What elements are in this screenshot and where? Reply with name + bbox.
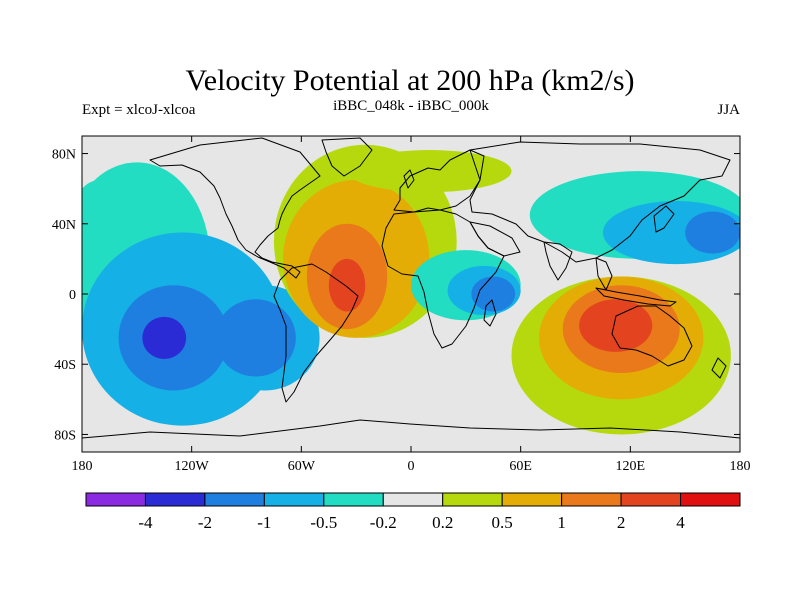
colorbar-label: 0.5 xyxy=(492,513,513,532)
colorbar-label: -0.5 xyxy=(310,513,337,532)
new-zealand-coastline xyxy=(711,357,727,379)
contour-region xyxy=(82,179,128,251)
colorbar-label: 2 xyxy=(617,513,626,532)
right-subtitle: JJA xyxy=(717,102,740,118)
colorbar-label: -0.2 xyxy=(370,513,397,532)
europe-coastline xyxy=(393,149,485,213)
south-america-coastline xyxy=(273,263,359,403)
colorbar-swatch xyxy=(561,492,622,507)
lon-tick-label: 180 xyxy=(730,459,751,474)
colorbar-swatch xyxy=(85,492,146,507)
lon-tick-label: 60W xyxy=(288,459,316,474)
arabia-coastline xyxy=(469,221,521,257)
lon-tick-label: 120W xyxy=(175,459,210,474)
lon-tick-label: 60E xyxy=(509,459,532,474)
antarctica-coastline xyxy=(82,419,740,439)
lat-tick-label: 80S xyxy=(54,428,76,443)
contour-region xyxy=(215,299,296,377)
india-coastline xyxy=(543,241,573,281)
lon-tick-label: 180 xyxy=(72,459,93,474)
colorbar-swatch xyxy=(323,492,384,507)
contour-region xyxy=(471,276,516,312)
asia-coastline xyxy=(469,141,731,263)
coastlines xyxy=(82,137,740,439)
lat-tick-label: 0 xyxy=(69,288,76,303)
colorbar-swatch xyxy=(263,492,325,507)
colorbar-swatch xyxy=(620,492,682,507)
colorbar-label: -4 xyxy=(138,513,153,532)
contour-region xyxy=(328,258,366,312)
greenland-coastline xyxy=(321,137,373,177)
africa-coastline xyxy=(381,209,505,349)
colorbar-label: 0.2 xyxy=(432,513,453,532)
colorbar-label: 1 xyxy=(557,513,566,532)
colorbar-label: 4 xyxy=(676,513,685,532)
contour-region xyxy=(347,150,512,193)
indonesia-coastline xyxy=(595,287,677,307)
colorbar: -4 -2 -1 -0.5 -0.2 0.2 0.5 1 2 4 xyxy=(85,492,741,532)
colorbar-label: -1 xyxy=(257,513,271,532)
colorbar-swatch xyxy=(442,492,503,507)
lat-tick-label: 40S xyxy=(54,358,76,373)
contour-region xyxy=(579,299,653,352)
figure-title: Velocity Potential at 200 hPa (km2/s) xyxy=(185,64,634,97)
contour-region xyxy=(142,316,187,359)
colorbar-label: -2 xyxy=(198,513,212,532)
center-subtitle: iBBC_048k - iBBC_000k xyxy=(333,98,489,114)
north-america-coastline xyxy=(149,137,321,279)
axis-ticks: 180 120W 60W 0 60E 120E 180 80N 40N 0 40S 80S xyxy=(52,136,751,474)
southeast-asia-coastline xyxy=(595,257,613,291)
lat-tick-label: 80N xyxy=(52,148,76,163)
colorbar-swatch xyxy=(501,492,563,507)
lon-tick-label: 120E xyxy=(616,459,646,474)
map-plot-area: 180 120W 60W 0 60E 120E 180 80N 40N 0 40S 80S xyxy=(52,135,751,474)
madagascar-coastline xyxy=(483,299,497,327)
uk-coastline xyxy=(403,169,415,189)
colorbar-swatch xyxy=(382,492,444,507)
lon-tick-label: 0 xyxy=(408,459,415,474)
colorbar-swatch xyxy=(144,492,206,507)
contour-region xyxy=(685,211,740,254)
colorbar-swatch xyxy=(204,492,265,507)
lat-tick-label: 40N xyxy=(52,218,76,233)
colorbar-swatch xyxy=(680,492,741,507)
left-subtitle: Expt = xlcoJ-xlcoa xyxy=(82,102,196,118)
australia-coastline xyxy=(611,305,693,367)
japan-coastline xyxy=(653,205,675,233)
